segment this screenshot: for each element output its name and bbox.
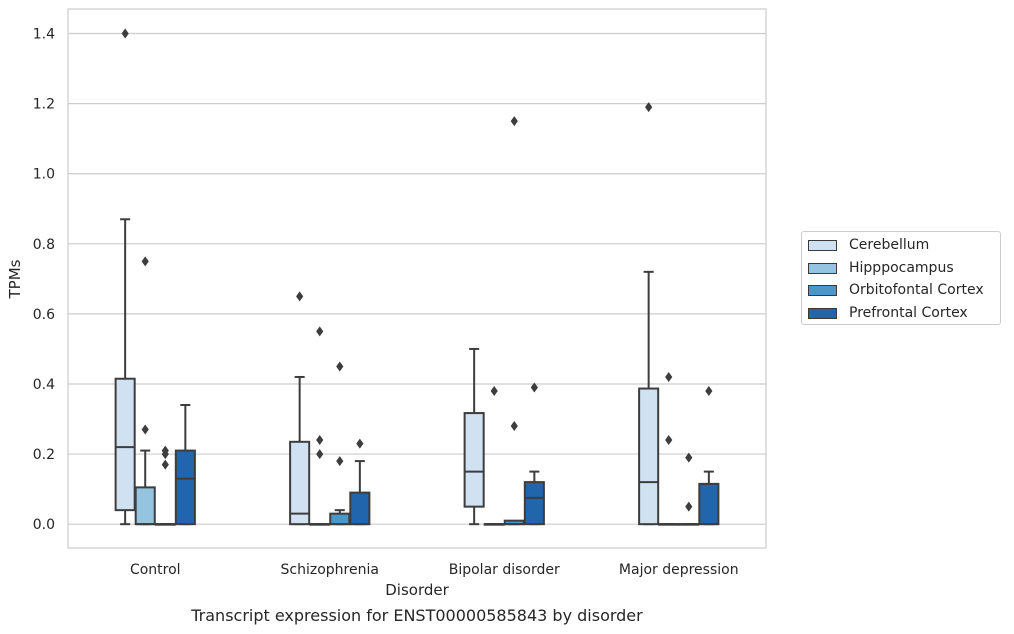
gridlines	[68, 32, 766, 525]
box-orbitofontal-cortex	[503, 116, 525, 526]
box-cerebellum	[463, 347, 485, 526]
box-hipppocampus	[483, 385, 505, 526]
box-body	[349, 491, 371, 526]
outlier-point	[121, 28, 129, 39]
box-cerebellum	[114, 28, 136, 526]
box-body	[114, 377, 136, 512]
box-hipppocampus	[309, 326, 331, 526]
box-body	[638, 387, 660, 526]
legend-label-cerebellum: Cerebellum	[849, 237, 930, 253]
outlier-point	[336, 456, 344, 467]
legend-swatch-hippocampus	[808, 262, 837, 274]
box-body	[523, 481, 545, 526]
legend-item-cerebellum: Cerebellum	[808, 235, 929, 255]
y-tick-label: 0.4	[33, 377, 55, 393]
x-tick-label: Control	[130, 562, 181, 578]
figure-caption: Transcript expression for ENST0000058584…	[191, 606, 643, 625]
box-prefrontal-cortex	[174, 404, 196, 526]
box-cerebellum	[289, 291, 311, 526]
outlier-point	[161, 449, 169, 460]
box-prefrontal-cortex	[349, 438, 371, 526]
legend-swatch-prefrontal-cortex	[808, 307, 837, 319]
x-tick-label: Major depression	[619, 562, 739, 578]
legend-label-hippocampus: Hipppocampus	[849, 260, 954, 276]
box-body	[134, 486, 156, 526]
outlier-point	[161, 459, 169, 470]
box-orbitofontal-cortex	[154, 445, 176, 526]
legend: Cerebellum Hipppocampus Orbitofontal Cor…	[801, 231, 1001, 325]
box-body	[329, 512, 351, 526]
boxes	[114, 28, 720, 526]
legend-swatch-cerebellum	[808, 239, 837, 251]
outlier-point	[705, 385, 713, 396]
box-prefrontal-cortex	[698, 385, 720, 526]
legend-label-orbitofrontal-cortex: Orbitofontal Cortex	[849, 282, 984, 298]
box-body	[174, 449, 196, 526]
outlier-point	[141, 424, 149, 435]
box-body	[698, 482, 720, 526]
box-body	[463, 412, 485, 508]
outlier-point	[665, 435, 673, 446]
legend-item-prefrontal-cortex: Prefrontal Cortex	[808, 303, 968, 323]
box-orbitofontal-cortex	[329, 361, 351, 526]
y-tick-label: 0.2	[33, 447, 55, 463]
outlier-point	[356, 438, 364, 449]
y-axis-title: TPMs	[6, 259, 24, 299]
plot-area	[67, 8, 767, 549]
outlier-point	[510, 421, 518, 432]
box-hipppocampus	[134, 256, 156, 526]
x-tick-label: Bipolar disorder	[449, 562, 560, 578]
legend-label-prefrontal-cortex: Prefrontal Cortex	[849, 305, 968, 321]
outlier-point	[685, 452, 693, 463]
outlier-point	[665, 371, 673, 382]
box-body	[289, 440, 311, 526]
x-axis-title: Disorder	[385, 581, 449, 599]
y-tick-label: 0.6	[33, 307, 55, 323]
legend-item-orbitofrontal-cortex: Orbitofontal Cortex	[808, 280, 984, 300]
y-tick-label: 0.8	[33, 237, 55, 253]
outlier-point	[316, 449, 324, 460]
x-tick-label: Schizophrenia	[281, 562, 379, 578]
outlier-point	[510, 116, 518, 127]
y-tick-label: 1.0	[33, 167, 55, 183]
outlier-point	[530, 382, 538, 393]
outlier-point	[645, 102, 653, 113]
outlier-point	[141, 256, 149, 267]
outlier-point	[316, 326, 324, 337]
outlier-point	[685, 501, 693, 512]
outlier-point	[490, 385, 498, 396]
y-tick-label: 0.0	[33, 517, 55, 533]
box-cerebellum	[638, 102, 660, 526]
x-tick-labels: Control Schizophrenia Bipolar disorder Majo…	[130, 562, 739, 578]
legend-item-hippocampus: Hipppocampus	[808, 258, 954, 278]
y-tick-label: 1.2	[33, 97, 55, 113]
outlier-point	[296, 291, 304, 302]
box-hipppocampus	[658, 371, 680, 526]
outlier-point	[336, 361, 344, 372]
y-tick-labels: 0.0 0.2 0.4 0.6 0.8 1.0 1.2 1.4	[33, 27, 55, 534]
legend-swatch-orbitofrontal-cortex	[808, 284, 837, 296]
box-prefrontal-cortex	[523, 382, 545, 526]
outlier-point	[316, 435, 324, 446]
y-tick-label: 1.4	[33, 27, 55, 43]
box-orbitofontal-cortex	[678, 452, 700, 526]
